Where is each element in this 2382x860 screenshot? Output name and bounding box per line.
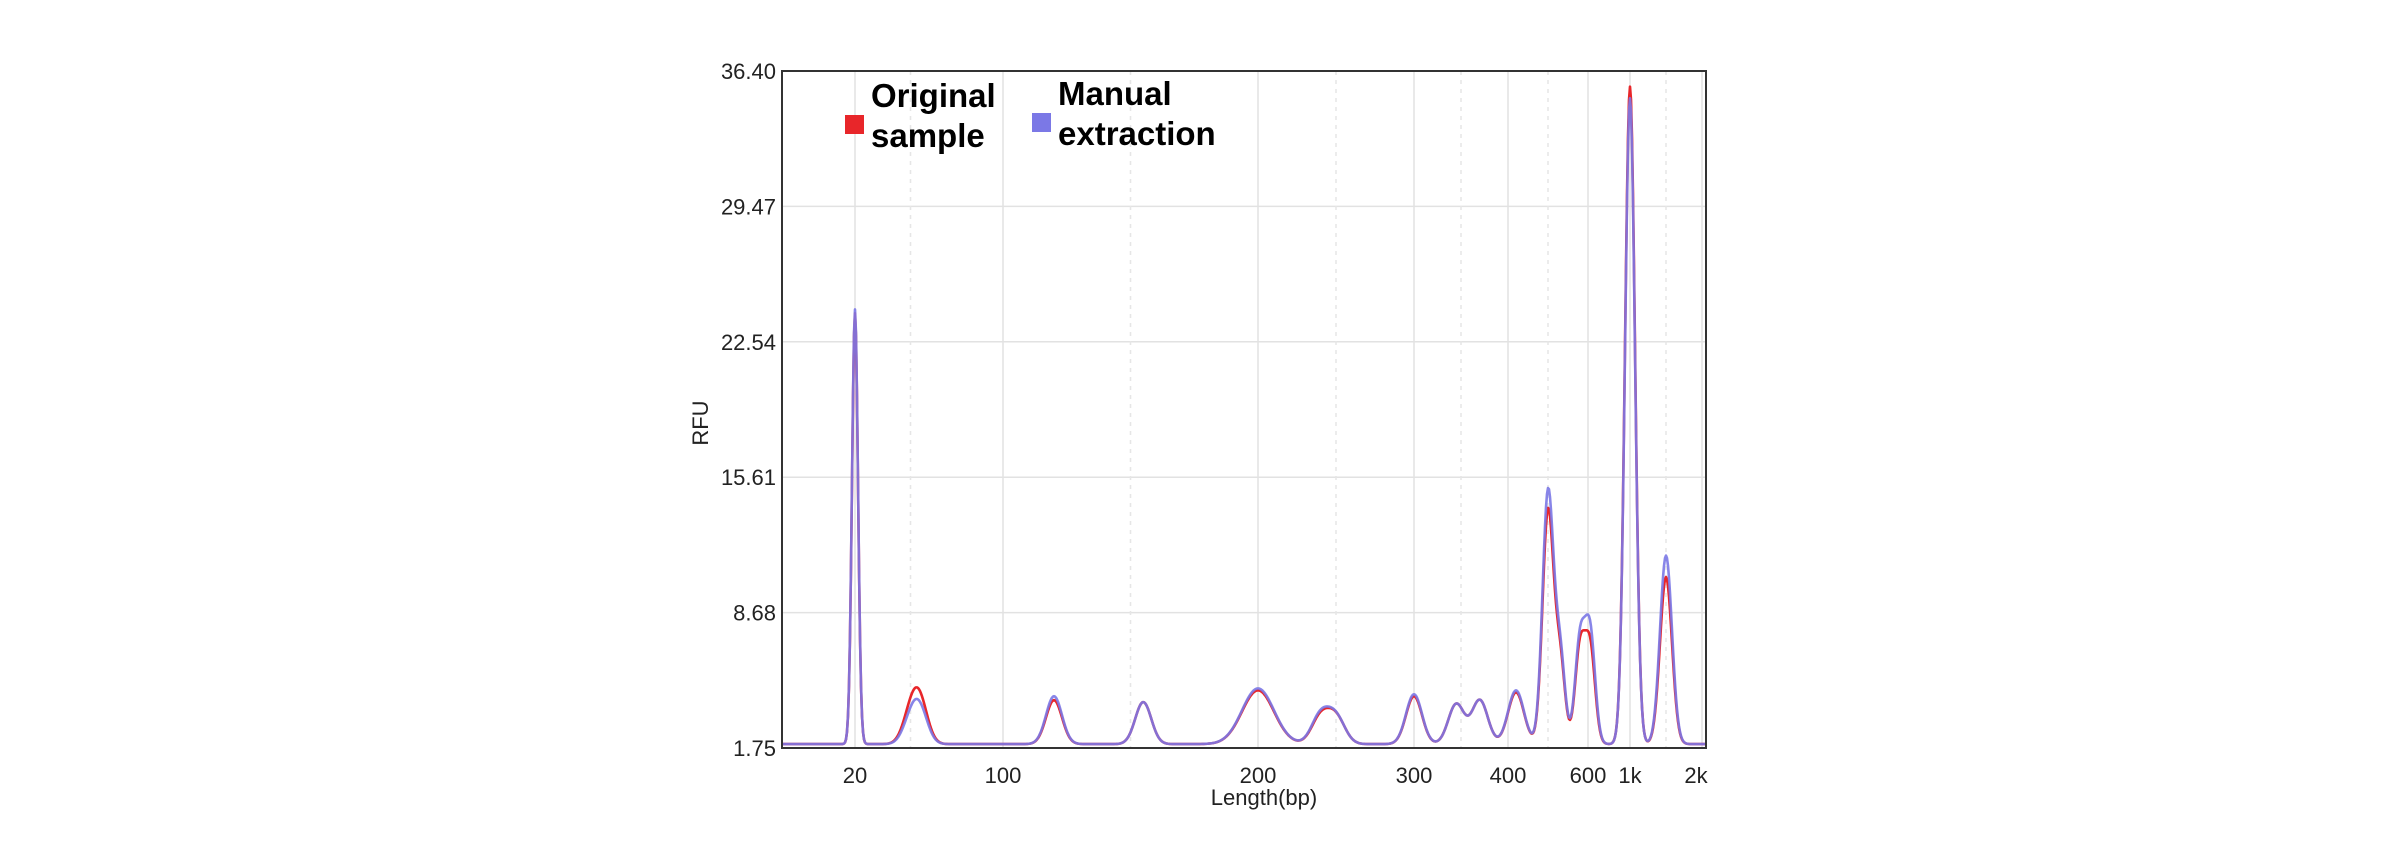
x-tick-label: 1k xyxy=(1618,763,1642,788)
series-lines xyxy=(782,85,1706,746)
legend-label: Original sample xyxy=(871,77,996,154)
x-axis-title: Length(bp) xyxy=(1211,785,1317,810)
y-tick-label: 15.61 xyxy=(721,465,776,490)
x-tick-label: 300 xyxy=(1396,763,1433,788)
y-tick-labels: 36.40 29.47 22.54 15.61 8.68 1.75 xyxy=(721,59,776,761)
y-tick-label: 29.47 xyxy=(721,194,776,219)
y-tick-label: 8.68 xyxy=(733,601,776,626)
x-tick-label: 400 xyxy=(1490,763,1527,788)
legend-swatch xyxy=(845,115,864,134)
y-tick-label: 22.54 xyxy=(721,330,776,355)
grid-lines xyxy=(782,70,1706,749)
series-line-0 xyxy=(782,85,1706,746)
legend-label: Manual extraction xyxy=(1058,75,1216,152)
y-tick-label: 1.75 xyxy=(733,736,776,761)
legend: Original sample Manual extraction xyxy=(845,75,1216,154)
series-line-1 xyxy=(782,97,1706,746)
legend-swatch xyxy=(1032,113,1051,132)
x-tick-label: 200 xyxy=(1240,763,1277,788)
x-tick-label: 2k xyxy=(1684,763,1708,788)
plot-frame xyxy=(781,70,1707,749)
x-tick-label: 20 xyxy=(843,763,867,788)
y-axis-title: RFU xyxy=(688,400,713,445)
x-tick-label: 100 xyxy=(985,763,1022,788)
x-tick-label: 600 xyxy=(1570,763,1607,788)
y-tick-label: 36.40 xyxy=(721,59,776,84)
x-tick-labels: 20 100 200 300 400 600 1k 2k xyxy=(843,763,1709,788)
